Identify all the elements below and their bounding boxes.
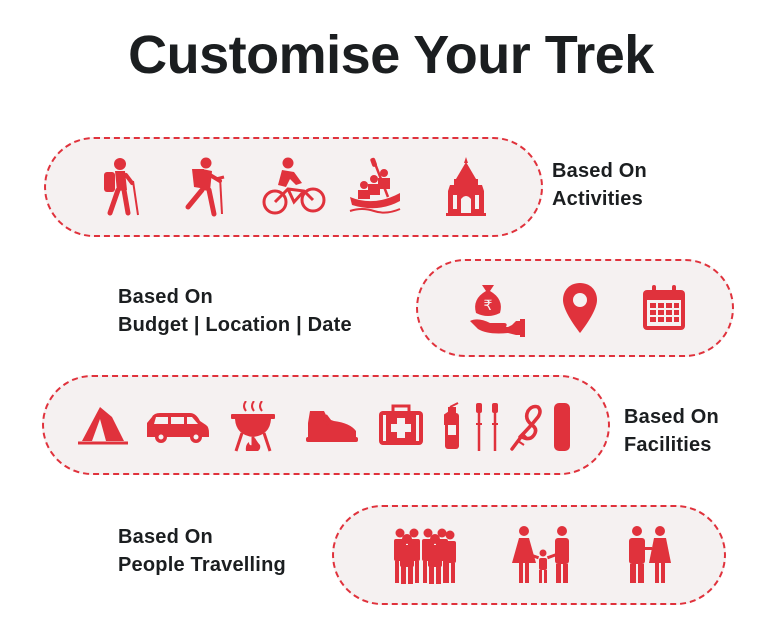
budget-location-date-label: Based On Budget | Location | Date — [118, 283, 352, 339]
activities-label-line2: Activities — [552, 188, 643, 210]
activities-pill[interactable] — [44, 137, 543, 237]
barbecue-icon[interactable] — [230, 401, 276, 453]
cyclist-icon[interactable] — [262, 157, 326, 217]
rope-icon[interactable] — [508, 403, 544, 451]
tent-icon[interactable] — [78, 405, 128, 445]
activities-label: Based On Activities — [552, 157, 647, 213]
fire-extinguisher-icon[interactable] — [442, 401, 462, 451]
budget-label-line1: Based On — [118, 286, 213, 308]
group-icon[interactable] — [392, 527, 458, 585]
people-label-line1: Based On — [118, 526, 213, 548]
budget-location-date-pill[interactable]: ₹ — [416, 259, 734, 357]
family-icon[interactable] — [512, 525, 574, 585]
first-aid-kit-icon[interactable] — [378, 403, 424, 447]
location-pin-icon[interactable] — [562, 283, 598, 333]
trekking-poles-icon[interactable] — [474, 401, 500, 453]
car-icon[interactable] — [146, 411, 210, 443]
couple-icon[interactable] — [626, 525, 672, 585]
temple-icon[interactable] — [446, 157, 486, 217]
calendar-icon[interactable] — [642, 285, 686, 331]
hiker-icon[interactable] — [98, 157, 142, 217]
mountaineer-icon[interactable] — [180, 157, 228, 217]
activities-label-line1: Based On — [552, 160, 647, 182]
people-travelling-label: Based On People Travelling — [118, 523, 286, 579]
facilities-label: Based On Facilities — [624, 403, 719, 459]
budget-label-line2: Budget | Location | Date — [118, 314, 352, 336]
money-bag-hand-icon[interactable]: ₹ — [468, 281, 526, 337]
people-label-line2: People Travelling — [118, 554, 286, 576]
facilities-label-line1: Based On — [624, 406, 719, 428]
hiking-shoe-icon[interactable] — [306, 409, 358, 443]
svg-text:₹: ₹ — [484, 298, 493, 314]
facilities-pill[interactable] — [42, 375, 610, 475]
page-title: Customise Your Trek — [128, 25, 654, 85]
people-travelling-pill[interactable] — [332, 505, 726, 605]
facilities-label-line2: Facilities — [624, 434, 712, 456]
rafting-icon[interactable] — [348, 157, 402, 217]
sleeping-bag-icon[interactable] — [552, 401, 572, 453]
